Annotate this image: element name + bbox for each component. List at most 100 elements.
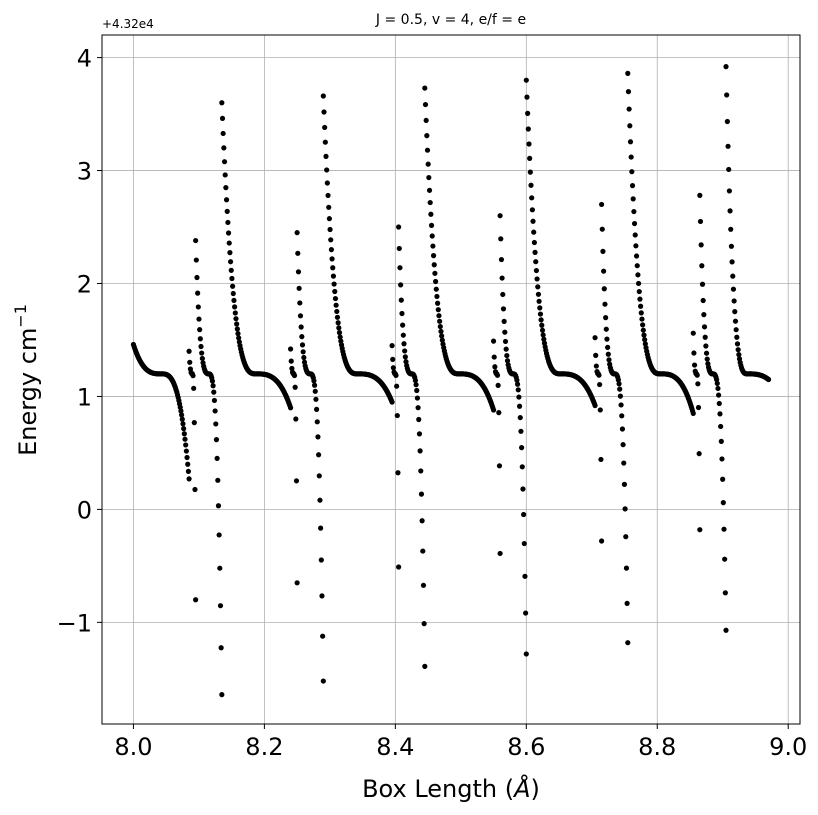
data-point	[728, 226, 734, 232]
data-point	[183, 448, 189, 454]
data-point	[625, 89, 632, 95]
data-point	[219, 115, 226, 122]
data-point	[732, 309, 738, 315]
data-point	[320, 678, 326, 684]
data-point	[606, 357, 612, 363]
data-point	[435, 307, 441, 313]
data-point	[313, 396, 319, 402]
data-point	[311, 378, 317, 384]
data-point	[726, 166, 732, 173]
data-point	[192, 486, 198, 493]
data-point	[297, 313, 304, 319]
data-point	[430, 243, 436, 249]
data-point	[395, 470, 401, 476]
data-point	[179, 416, 185, 422]
data-point	[593, 363, 599, 369]
data-point	[318, 557, 324, 563]
data-point	[732, 318, 739, 324]
data-point	[618, 402, 624, 408]
y-tick-label: −1	[57, 609, 92, 637]
data-point	[639, 316, 645, 322]
data-point	[701, 324, 708, 330]
x-tick-label: 9.0	[769, 733, 807, 761]
data-point	[335, 320, 341, 326]
data-point	[523, 77, 529, 83]
data-point	[716, 400, 722, 407]
data-point	[529, 207, 535, 213]
data-point	[287, 346, 294, 352]
data-point	[619, 426, 626, 432]
data-point	[735, 347, 741, 353]
data-point	[638, 310, 644, 316]
data-point	[535, 284, 541, 290]
data-point	[695, 404, 702, 411]
data-point	[210, 383, 216, 389]
data-point	[191, 420, 197, 426]
data-point	[412, 377, 419, 384]
axis-ticks: 8.0 8.2 8.4 8.6 8.8 9.0 −1 0 1 2 3 4	[57, 45, 808, 761]
data-point	[214, 455, 220, 461]
y-axis-label-main: Energy cm	[14, 328, 42, 456]
data-point	[541, 336, 547, 342]
data-point	[722, 590, 728, 596]
data-point	[224, 208, 230, 214]
data-point	[437, 318, 443, 324]
data-point	[225, 219, 231, 226]
data-point	[185, 468, 192, 474]
data-point	[730, 273, 736, 279]
data-point	[593, 352, 599, 358]
data-points	[130, 64, 772, 698]
data-point	[321, 109, 327, 115]
data-point	[232, 304, 238, 310]
data-point	[703, 350, 710, 356]
data-point	[521, 511, 527, 518]
data-point	[605, 351, 611, 357]
data-point	[390, 356, 396, 362]
data-point	[186, 348, 192, 354]
data-point	[699, 263, 705, 269]
data-point	[191, 385, 197, 391]
data-point	[227, 259, 234, 265]
data-point	[524, 94, 530, 100]
data-point	[497, 213, 503, 219]
data-point	[638, 303, 644, 309]
data-point	[514, 381, 521, 387]
data-point	[642, 341, 648, 347]
data-point	[538, 317, 544, 323]
data-point	[498, 236, 504, 242]
data-point	[396, 224, 402, 230]
data-point	[627, 123, 633, 129]
data-point	[532, 249, 538, 255]
data-point	[719, 456, 725, 462]
data-point	[213, 421, 219, 427]
data-point	[422, 101, 429, 108]
data-point	[533, 267, 540, 274]
data-point	[721, 526, 727, 532]
data-point	[320, 93, 326, 99]
data-point	[324, 180, 330, 186]
data-point	[525, 110, 531, 116]
data-point	[696, 451, 702, 457]
data-point	[229, 275, 235, 282]
data-point	[731, 298, 737, 304]
data-point	[183, 442, 189, 448]
data-point	[633, 253, 640, 259]
data-point	[311, 382, 318, 388]
data-point	[396, 564, 402, 570]
data-point	[604, 336, 610, 342]
data-point	[523, 651, 529, 657]
data-point	[327, 226, 333, 233]
data-point	[691, 350, 697, 356]
data-point	[234, 326, 240, 332]
data-point	[691, 362, 698, 368]
x-tick-label: 8.8	[638, 733, 676, 761]
data-point	[718, 423, 724, 430]
data-point	[616, 381, 622, 387]
data-point	[322, 124, 328, 131]
data-point	[187, 359, 193, 365]
data-point	[533, 259, 539, 265]
data-point	[427, 199, 433, 206]
data-point	[634, 263, 640, 269]
data-point	[195, 290, 201, 296]
data-point	[396, 245, 402, 252]
